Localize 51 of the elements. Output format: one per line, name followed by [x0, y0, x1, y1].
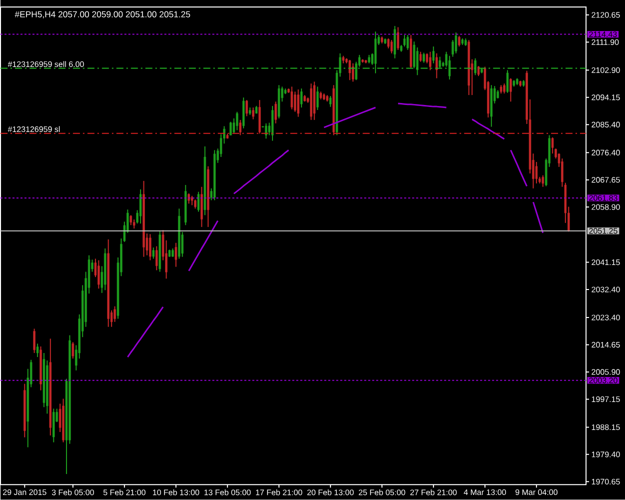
candlestick [246, 100, 248, 117]
candlestick [510, 78, 512, 102]
candlestick [156, 246, 158, 271]
candlestick [152, 247, 155, 260]
candlestick [477, 66, 480, 77]
candlestick [174, 242, 178, 268]
candlestick [274, 101, 277, 124]
candlestick [436, 53, 438, 79]
candlestick [72, 342, 74, 360]
candlestick [448, 56, 451, 80]
candlestick [132, 219, 136, 230]
candlestick [114, 306, 116, 323]
chart-title: #EPH5,H4 2057.00 2059.00 2051.00 2051.25 [14, 11, 190, 19]
candlestick [98, 260, 100, 290]
candlestick [458, 36, 460, 48]
candlestick [239, 120, 242, 136]
candlestick [197, 192, 200, 212]
candlestick [190, 196, 194, 206]
candlestick [503, 83, 506, 94]
candlestick [422, 52, 425, 64]
candlestick [390, 40, 393, 54]
candlestick [542, 175, 544, 188]
candlestick [406, 34, 409, 51]
candlestick [454, 32, 458, 54]
candlestick [352, 63, 354, 82]
candlestick [290, 86, 293, 110]
candlestick [329, 96, 332, 108]
candlestick [419, 52, 422, 62]
candlestick [474, 58, 476, 76]
candlestick [535, 162, 538, 184]
candlestick [551, 137, 554, 154]
candlestick [130, 214, 132, 226]
candlestick [506, 70, 509, 94]
candlestick [236, 112, 238, 131]
candlestick [252, 107, 254, 120]
candlestick [230, 122, 232, 136]
candlestick [297, 89, 300, 118]
candlestick [432, 46, 435, 64]
candlestick [429, 52, 432, 71]
candlestick [139, 189, 142, 224]
candlestick [348, 60, 351, 81]
candlestick [387, 38, 390, 50]
candlestick [264, 123, 268, 140]
candlestick [36, 343, 39, 358]
candlestick [149, 234, 152, 261]
candlestick [438, 56, 442, 69]
candlestick [316, 86, 319, 111]
candlestick [396, 26, 400, 51]
candlestick [194, 199, 196, 210]
candlestick [300, 88, 303, 108]
candlestick [33, 328, 36, 354]
